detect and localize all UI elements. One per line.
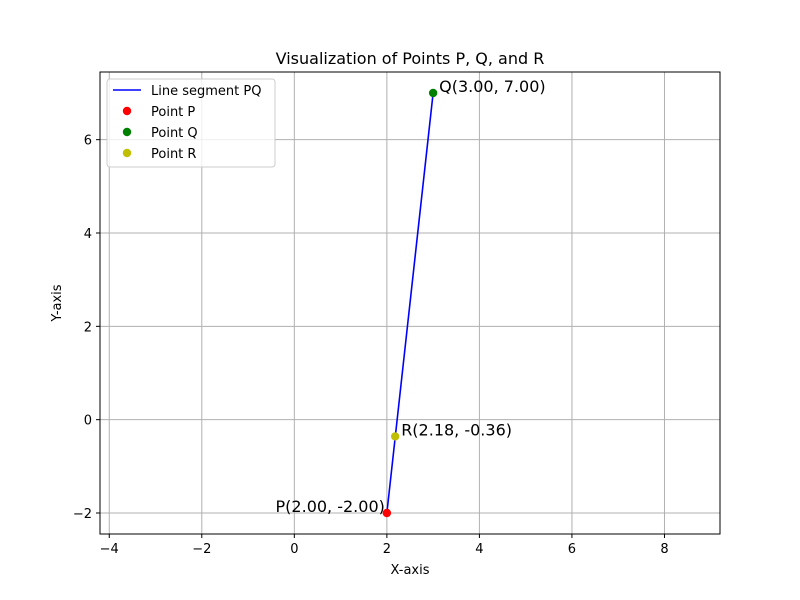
point-p-marker (382, 508, 392, 518)
legend-entry-p: Point P (151, 105, 195, 120)
point-p-label: P(2.00, -2.00) (276, 497, 385, 516)
legend-entry-q: Point Q (151, 126, 198, 141)
plot-frame (99, 71, 721, 535)
y-tick-label: −2 (73, 507, 92, 522)
legend-entry-line: Line segment PQ (151, 84, 261, 99)
x-tick-label: 2 (383, 542, 391, 557)
plot-area: P(2.00, -2.00) Q(3.00, 7.00) R(2.18, -0.36… (276, 77, 546, 518)
y-axis-label: Y-axis (50, 284, 65, 322)
x-tick-label: −2 (192, 542, 211, 557)
legend: Line segment PQ Point P Point Q Point R (106, 78, 276, 168)
line-segment-pq (386, 92, 434, 514)
legend-box (106, 78, 276, 168)
ticks: −4 −2 0 2 4 6 8 −2 0 2 4 6 (73, 134, 669, 557)
x-tick-label: 4 (475, 542, 483, 557)
x-tick-label: 8 (660, 542, 668, 557)
legend-marker-p (122, 106, 132, 116)
y-tick-label: 2 (84, 320, 92, 335)
legend-marker-r (122, 148, 132, 158)
point-r-label: R(2.18, -0.36) (401, 420, 512, 439)
legend-marker-q (122, 127, 132, 137)
point-r-marker (390, 432, 400, 441)
chart-title: Visualization of Points P, Q, and R (276, 49, 545, 68)
point-q-marker (428, 88, 438, 98)
legend-entry-r: Point R (151, 147, 196, 162)
y-tick-label: 6 (84, 134, 92, 149)
x-tick-label: 6 (568, 542, 576, 557)
x-tick-label: 0 (290, 542, 298, 557)
x-tick-label: −4 (100, 542, 119, 557)
point-q-label: Q(3.00, 7.00) (439, 77, 546, 96)
x-axis-label: X-axis (391, 563, 430, 578)
y-tick-label: 0 (84, 414, 92, 429)
y-tick-label: 4 (84, 227, 92, 242)
